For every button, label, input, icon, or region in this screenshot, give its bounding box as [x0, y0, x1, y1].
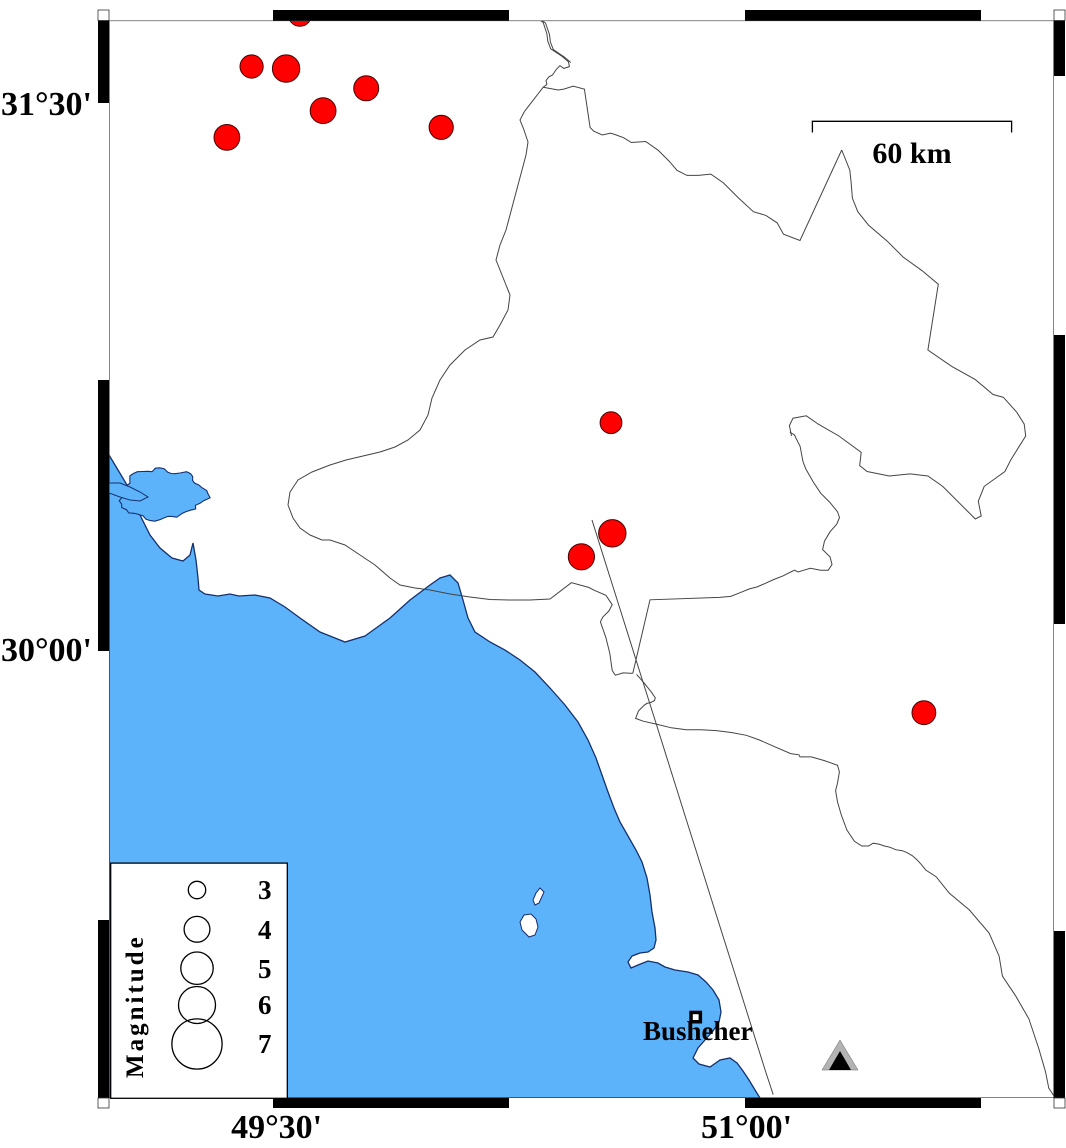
- svg-text:31°30': 31°30': [1, 86, 92, 123]
- svg-text:Magnitude: Magnitude: [122, 934, 149, 1078]
- svg-text:3: 3: [258, 875, 272, 905]
- svg-text:6: 6: [258, 990, 272, 1020]
- svg-text:Busheher: Busheher: [643, 1016, 753, 1046]
- svg-text:5: 5: [258, 954, 272, 984]
- svg-text:51°00': 51°00': [701, 1109, 792, 1146]
- svg-text:4: 4: [258, 915, 272, 945]
- svg-text:7: 7: [258, 1029, 272, 1059]
- svg-text:60 km: 60 km: [872, 137, 951, 170]
- svg-text:30°00': 30°00': [1, 632, 92, 669]
- svg-text:49°30': 49°30': [231, 1109, 322, 1146]
